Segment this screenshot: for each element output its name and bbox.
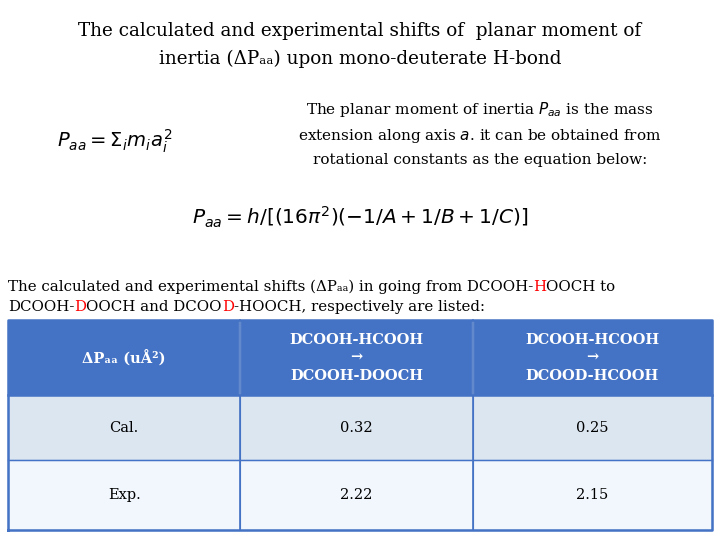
- FancyBboxPatch shape: [8, 395, 240, 460]
- Text: 0.32: 0.32: [340, 421, 373, 435]
- FancyBboxPatch shape: [8, 320, 240, 395]
- Text: inertia (ΔPₐₐ) upon mono-deuterate H-bond: inertia (ΔPₐₐ) upon mono-deuterate H-bon…: [158, 50, 562, 68]
- Text: D: D: [222, 300, 234, 314]
- FancyBboxPatch shape: [472, 395, 712, 460]
- Text: →: →: [586, 350, 598, 365]
- Text: The calculated and experimental shifts of  planar moment of: The calculated and experimental shifts o…: [78, 22, 642, 40]
- Text: -HOOCH, respectively are listed:: -HOOCH, respectively are listed:: [234, 300, 485, 314]
- Text: OOCH and DCOO: OOCH and DCOO: [86, 300, 222, 314]
- Text: D: D: [74, 300, 86, 314]
- Text: DCOOH-HCOOH: DCOOH-HCOOH: [526, 333, 660, 347]
- Text: DCOOH-DOOCH: DCOOH-DOOCH: [290, 368, 423, 382]
- Text: DCOOH-: DCOOH-: [8, 300, 74, 314]
- Text: DCOOD-HCOOH: DCOOD-HCOOH: [526, 368, 659, 382]
- Text: Cal.: Cal.: [109, 421, 139, 435]
- FancyBboxPatch shape: [240, 460, 472, 530]
- Text: H: H: [534, 280, 546, 294]
- Text: OOCH to: OOCH to: [546, 280, 616, 294]
- FancyBboxPatch shape: [240, 395, 472, 460]
- FancyBboxPatch shape: [8, 460, 240, 530]
- FancyBboxPatch shape: [472, 460, 712, 530]
- Text: 2.22: 2.22: [341, 488, 373, 502]
- Text: The calculated and experimental shifts (ΔPₐₐ) in going from DCOOH-: The calculated and experimental shifts (…: [8, 280, 534, 294]
- Text: DCOOH-HCOOH: DCOOH-HCOOH: [289, 333, 423, 347]
- FancyBboxPatch shape: [472, 320, 712, 395]
- Text: $P_{aa} = \Sigma_i m_i a_i^2$: $P_{aa} = \Sigma_i m_i a_i^2$: [58, 128, 173, 156]
- Text: →: →: [351, 350, 363, 365]
- Text: $P_{aa} = h/[(16\pi^2)(-1/A+1/B+1/C)]$: $P_{aa} = h/[(16\pi^2)(-1/A+1/B+1/C)]$: [192, 205, 528, 230]
- Text: The planar moment of inertia $P_{aa}$ is the mass
extension along axis $a$. it c: The planar moment of inertia $P_{aa}$ is…: [298, 100, 662, 167]
- Text: Exp.: Exp.: [108, 488, 140, 502]
- FancyBboxPatch shape: [240, 320, 472, 395]
- Text: 2.15: 2.15: [576, 488, 608, 502]
- Text: ΔPₐₐ (uÅ²): ΔPₐₐ (uÅ²): [82, 349, 166, 366]
- Text: 0.25: 0.25: [576, 421, 608, 435]
